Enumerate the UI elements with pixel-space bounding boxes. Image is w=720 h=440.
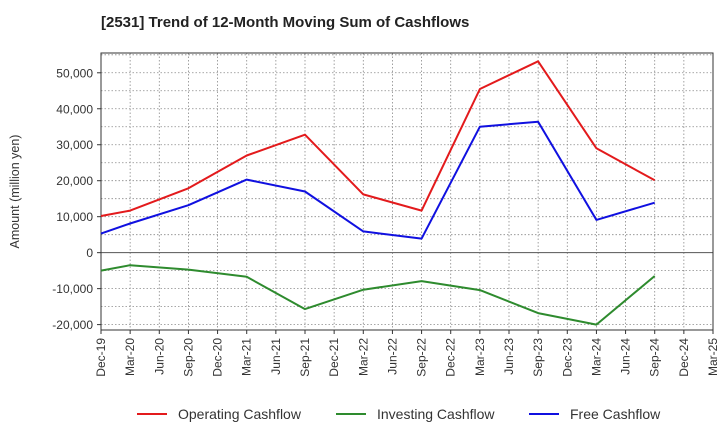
y-tick-label: 20,000 xyxy=(56,174,93,188)
y-tick-label: 10,000 xyxy=(56,210,93,224)
x-tick-label: Mar-24 xyxy=(589,338,603,376)
y-tick-label: -10,000 xyxy=(52,282,93,296)
x-tick-label: Jun-23 xyxy=(502,338,516,375)
chart-title: [2531] Trend of 12-Month Moving Sum of C… xyxy=(101,14,470,31)
x-tick-label: Jun-22 xyxy=(385,338,399,375)
x-tick-label: Sep-21 xyxy=(298,338,312,377)
x-tick-label: Dec-22 xyxy=(444,338,458,377)
x-tick-label: Dec-19 xyxy=(94,338,108,377)
series-line-investing-cashflow xyxy=(100,264,656,326)
legend-label: Operating Cashflow xyxy=(178,406,302,422)
legend-label: Free Cashflow xyxy=(570,406,661,422)
x-tick-label: Sep-22 xyxy=(415,338,429,377)
x-tick-label: Sep-20 xyxy=(181,338,195,377)
y-axis: -20,000 -10,000 0 10,000 20,000 30,000 40,000 5… xyxy=(52,66,101,332)
x-tick-label: Jun-20 xyxy=(152,338,166,375)
y-tick-label: 50,000 xyxy=(56,66,93,80)
y-axis-label: Amount (million yen) xyxy=(8,135,22,249)
y-tick-label: 30,000 xyxy=(56,138,93,152)
x-tick-label: Mar-22 xyxy=(356,338,370,376)
x-tick-label: Mar-20 xyxy=(123,338,137,376)
y-tick-label: 0 xyxy=(86,246,93,260)
x-tick-label: Dec-20 xyxy=(211,338,225,377)
y-tick-label: 40,000 xyxy=(56,102,93,116)
x-axis: Dec-19 Mar-20 Jun-20 Sep-20 Dec-20 Mar-21 Jun-… xyxy=(94,330,720,377)
x-tick-label: Mar-23 xyxy=(473,338,487,376)
x-tick-label: Sep-23 xyxy=(531,338,545,377)
plot-border xyxy=(100,52,714,331)
legend-label: Investing Cashflow xyxy=(377,406,495,422)
x-tick-label: Jun-24 xyxy=(619,338,633,375)
series-line-operating-cashflow xyxy=(100,60,656,217)
x-tick-label: Mar-21 xyxy=(240,338,254,376)
x-tick-label: Mar-25 xyxy=(706,338,720,376)
y-tick-label: -20,000 xyxy=(52,318,93,332)
series-line-free-cashflow xyxy=(100,120,655,240)
x-tick-label: Dec-21 xyxy=(327,338,341,377)
legend: Operating Cashflow Investing Cashflow Free… xyxy=(137,406,661,422)
x-tick-label: Jun-21 xyxy=(269,338,283,375)
x-tick-label: Sep-24 xyxy=(648,338,662,377)
x-tick-label: Dec-23 xyxy=(560,338,574,377)
x-tick-label: Dec-24 xyxy=(677,338,691,377)
